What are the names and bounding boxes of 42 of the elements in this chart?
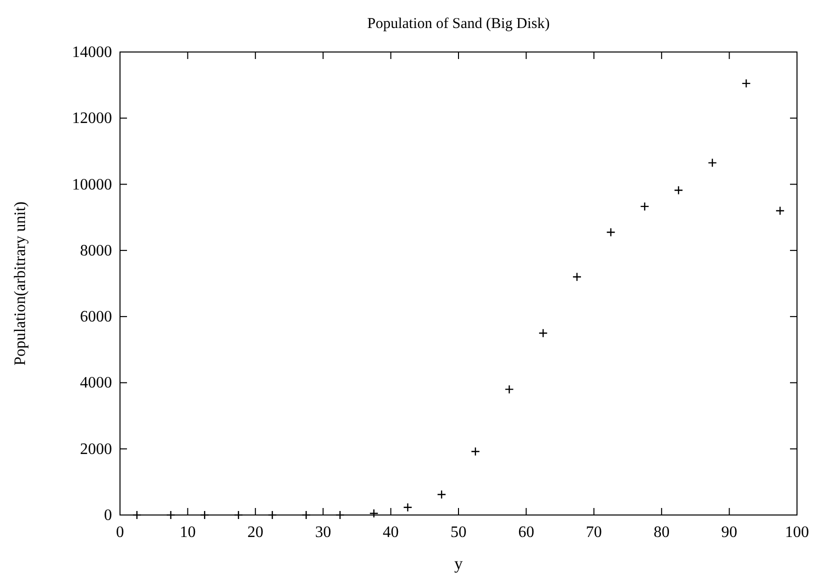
x-tick-label: 10 [180,524,196,541]
point [166,510,176,520]
point [504,384,514,394]
y-tick-label: 2000 [80,440,112,458]
y-tick-label: 8000 [80,242,112,260]
point [268,510,277,520]
point [302,510,311,520]
x-tick-label: 60 [518,524,534,541]
x-tick-label: 20 [247,524,264,541]
y-tick-label: 6000 [80,308,112,326]
point [775,206,785,216]
point [708,158,717,168]
x-tick-label: 50 [450,524,466,541]
point [742,78,751,88]
chart-title: Population of Sand (Big Disk) [367,16,550,32]
point [369,508,378,518]
x-tick-label: 80 [654,524,670,541]
x-axis-title: y [454,554,464,573]
point [538,328,548,338]
y-tick-label: 12000 [72,110,112,128]
x-tick-label: 30 [315,524,332,541]
point [132,510,142,520]
x-tick-label: 100 [785,524,809,541]
point [606,228,616,237]
y-tick-label: 10000 [72,176,112,194]
x-tick-label: 70 [586,524,602,541]
y-axis-title: Population(arbitrary unit) [12,202,29,366]
point [470,446,480,456]
y-tick-label: 14000 [72,44,112,61]
x-tick-label: 40 [382,524,399,541]
point [200,510,210,520]
point [234,510,244,520]
point [572,272,582,282]
y-tick-label: 0 [104,507,112,524]
point [403,502,412,512]
point [335,510,345,520]
point [640,202,650,212]
y-tick-label: 4000 [80,374,112,392]
x-tick-label: 0 [116,524,124,541]
point [436,490,446,500]
point [674,186,684,195]
x-tick-label: 90 [721,524,738,541]
